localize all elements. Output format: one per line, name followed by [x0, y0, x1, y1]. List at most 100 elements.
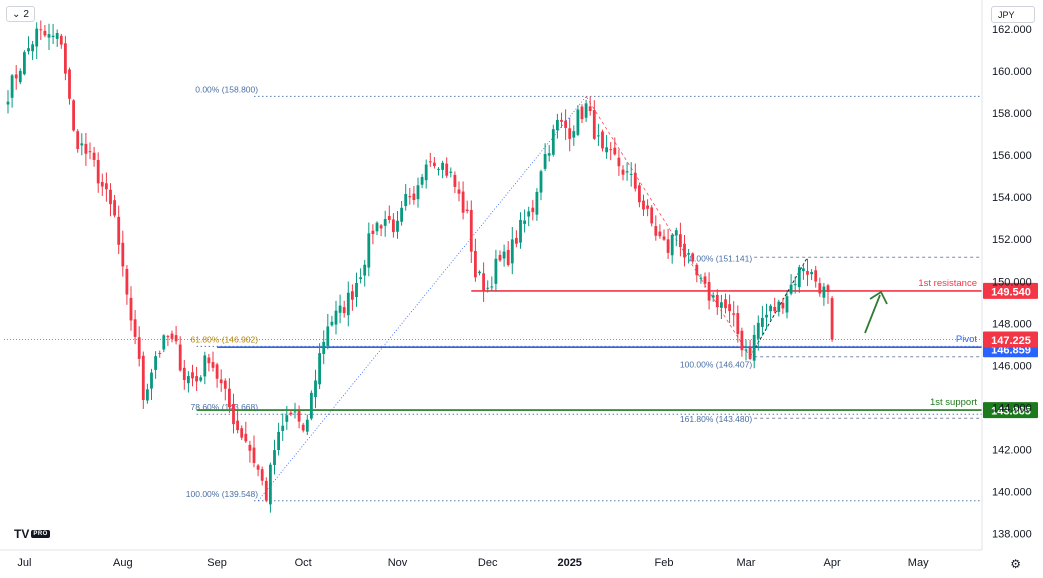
candle-body [519, 219, 522, 243]
candle-body [469, 209, 473, 252]
candle-body [64, 43, 67, 74]
candle-body [662, 236, 666, 240]
candle-body [683, 243, 686, 258]
candle-body [59, 35, 63, 45]
currency-label: JPY [998, 9, 1015, 20]
candle-body [699, 277, 703, 279]
current-price-label: 147.225 [991, 335, 1031, 347]
candle-body [371, 230, 375, 235]
fib-level-label: 78.60% (143.668) [191, 402, 259, 412]
candle-body [551, 129, 555, 155]
time-axis-label: Nov [388, 557, 408, 569]
candle-body [822, 286, 826, 298]
level-price-label: 149.540 [991, 286, 1031, 298]
candle-body [814, 270, 818, 282]
candle-body [654, 226, 658, 236]
candle-body [240, 428, 244, 438]
candle-body [129, 297, 133, 321]
candle-body [310, 392, 313, 419]
candle-body [646, 205, 649, 209]
candle-body [621, 169, 625, 175]
candle-body [96, 159, 100, 184]
candle-body [392, 219, 395, 233]
level-price-box [983, 282, 1038, 299]
candle-body [178, 344, 182, 371]
candle-body [785, 296, 789, 313]
candle-body [400, 207, 403, 222]
price-tick-label: 160.000 [992, 66, 1032, 78]
candle-body [625, 171, 629, 173]
time-axis-label: May [908, 557, 929, 569]
candle-body [326, 326, 330, 346]
candle-body [146, 389, 149, 401]
settings-gear-icon[interactable]: ⚙ [1010, 557, 1021, 571]
candle-body [613, 147, 617, 155]
candle-body [211, 362, 215, 368]
candle-body [711, 295, 715, 298]
candle-body [826, 285, 830, 292]
candle-body [31, 44, 34, 52]
fib-retrace-line [585, 96, 751, 357]
candle-body [584, 103, 588, 118]
interval-dropdown-button[interactable]: ⌄ 2 [6, 6, 35, 22]
candle-body [215, 364, 219, 379]
candle-body [781, 302, 785, 309]
candle-body [334, 310, 338, 325]
interval-count: 2 [23, 8, 29, 20]
candle-body [293, 411, 297, 413]
price-tick-label: 154.000 [992, 192, 1032, 204]
candle-body [412, 193, 416, 201]
candle-body [564, 120, 567, 128]
candle-body [105, 183, 108, 190]
candle-body [404, 194, 408, 207]
price-tick-label: 162.000 [992, 24, 1032, 36]
candle-body [420, 176, 424, 185]
up-arrow-icon [864, 294, 881, 334]
candle-body [818, 283, 822, 294]
candle-body [125, 268, 129, 295]
candle-body [43, 30, 47, 36]
candle-body [6, 101, 10, 105]
candle-body [76, 131, 80, 149]
candle-body [588, 106, 592, 112]
up-arrow-head [869, 290, 888, 305]
candle-body [170, 333, 174, 339]
time-axis-label: 2025 [557, 557, 581, 569]
candle-body [715, 294, 719, 308]
candle-body [724, 299, 727, 309]
candle-body [679, 234, 682, 248]
price-tick-label: 140.000 [992, 486, 1032, 498]
candle-body [441, 162, 444, 170]
candle-body [482, 273, 485, 291]
candle-body [10, 75, 14, 98]
candle-body [375, 222, 379, 232]
candle-body [23, 52, 26, 75]
candle-body [273, 450, 276, 465]
candle-body [92, 152, 96, 160]
candle-body [150, 372, 153, 389]
candle-body [289, 412, 293, 415]
candle-body [301, 424, 305, 431]
currency-selector[interactable]: JPY [991, 6, 1035, 23]
candle-body [490, 286, 494, 288]
candle-body [88, 151, 92, 153]
candle-body [752, 334, 756, 361]
candle-body [187, 376, 190, 384]
candle-body [515, 237, 518, 244]
candle-body [666, 239, 670, 253]
candle-body [523, 220, 526, 224]
price-tick-label: 156.000 [992, 150, 1032, 162]
candle-body [658, 231, 662, 237]
candle-body [47, 34, 51, 38]
candle-body [761, 317, 764, 327]
candle-body [510, 239, 514, 264]
fib-level-label: 61.80% (146.902) [191, 334, 259, 344]
candle-body [478, 271, 481, 274]
candle-body [740, 330, 744, 351]
time-axis-label: Feb [655, 557, 674, 569]
logo-pro-badge: PRO [31, 530, 50, 538]
time-axis-label: Apr [824, 557, 841, 569]
fib-level-label: 0.00% (158.800) [195, 84, 258, 94]
candle-body [223, 380, 227, 389]
